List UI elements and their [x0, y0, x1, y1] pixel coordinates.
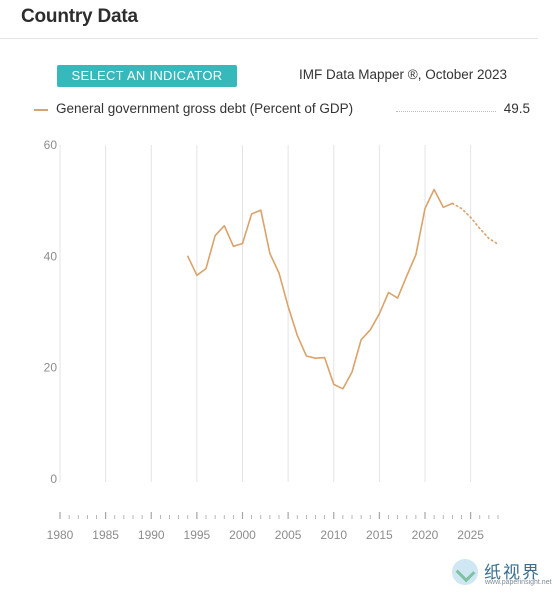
x-tick-label: 1990	[138, 528, 165, 542]
page-header: Country Data	[0, 0, 538, 39]
debt-series-line	[187, 188, 454, 390]
x-tick-label: 2010	[320, 528, 347, 542]
data-source-label: IMF Data Mapper ®, October 2023	[299, 67, 508, 82]
x-tick-label: 1980	[47, 528, 74, 542]
watermark-subtext: www.paperinsight.net	[485, 579, 552, 586]
projection-series-line	[451, 202, 499, 245]
x-tick-label: 2020	[412, 528, 439, 542]
y-tick-label: 60	[44, 138, 58, 152]
legend-entry[interactable]: General government gross debt (Percent o…	[34, 100, 534, 120]
x-tick-label: 2005	[275, 528, 302, 542]
x-tick-label: 2025	[457, 528, 484, 542]
y-tick-label: 20	[44, 361, 58, 375]
x-tick-label: 1985	[92, 528, 119, 542]
legend-value: 49.5	[503, 101, 530, 116]
page-title: Country Data	[21, 6, 138, 27]
legend-leader-line	[396, 111, 496, 112]
legend-label: General government gross debt (Percent o…	[56, 101, 354, 116]
x-tick-label: 1995	[184, 528, 211, 542]
x-tick-label: 2015	[366, 528, 393, 542]
y-tick-label: 0	[50, 472, 57, 486]
legend-swatch	[34, 109, 48, 111]
y-tick-label: 40	[44, 249, 58, 263]
watermark-text: 纸视界	[484, 563, 541, 583]
watermark-logo: 纸视界 www.paperinsight.net	[452, 557, 552, 589]
select-indicator-button[interactable]: SELECT AN INDICATOR	[57, 65, 237, 87]
line-chart: 0 20 40 60 1980 1985 1990 1995 2000 2005 2010 2015 2…	[44, 138, 499, 542]
watermark-icon	[452, 559, 478, 585]
x-tick-label: 2000	[229, 528, 256, 542]
